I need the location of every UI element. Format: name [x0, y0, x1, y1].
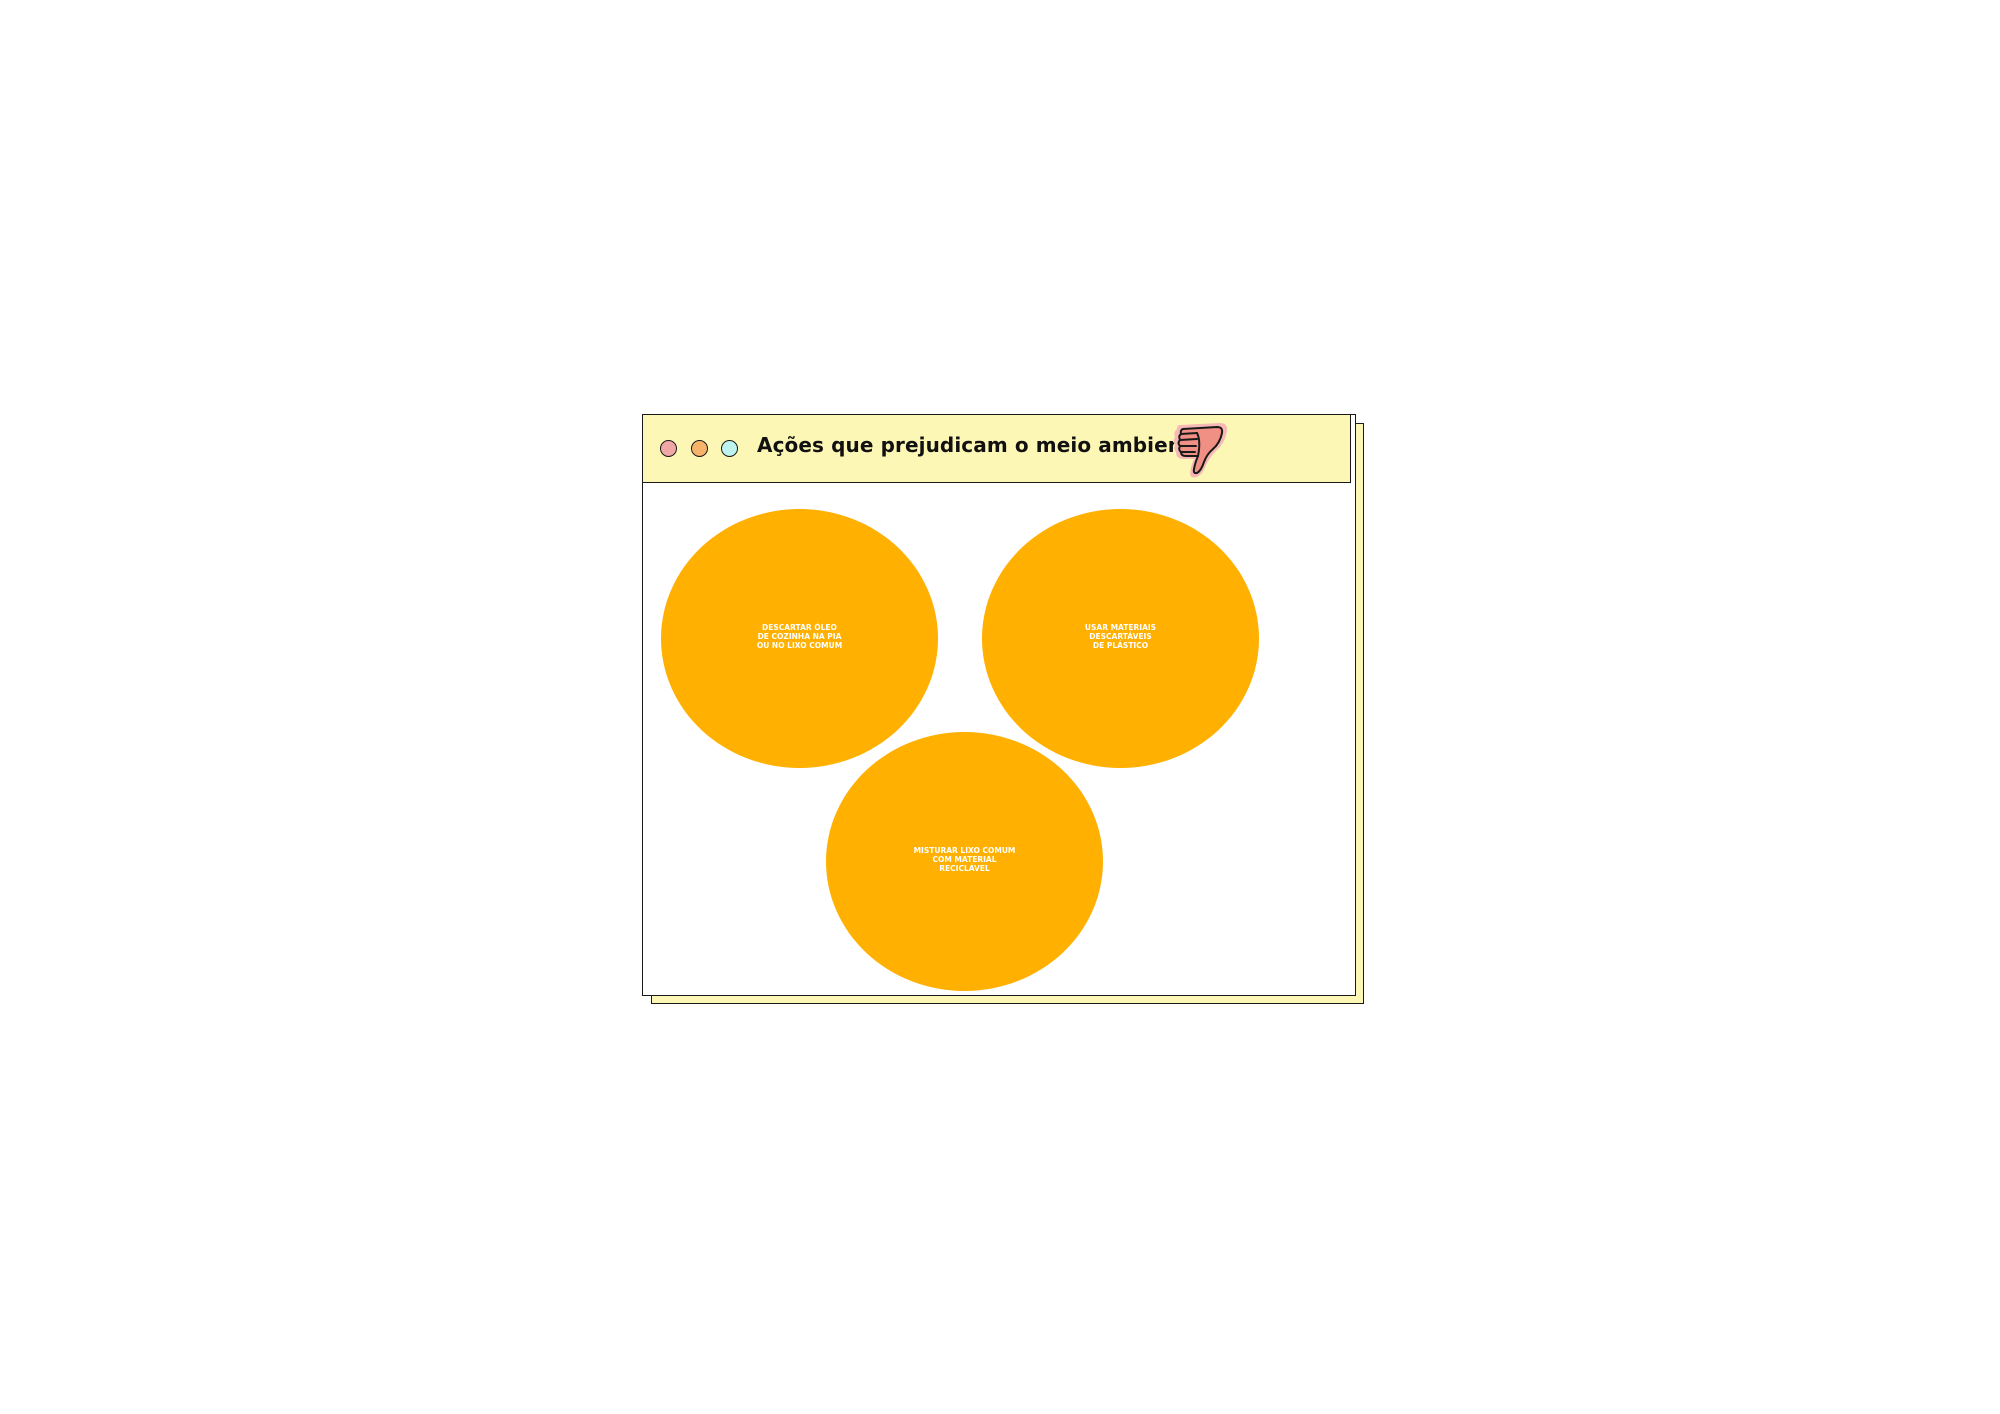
thumbs-down-icon	[1173, 423, 1228, 478]
close-dot[interactable]	[660, 440, 677, 457]
action-bubble-text: MISTURAR LIXO COMUM COM MATERIAL RECICLÁ…	[913, 845, 1016, 873]
maximize-dot[interactable]	[721, 440, 738, 457]
minimize-dot[interactable]	[691, 440, 708, 457]
window-title: Ações que prejudicam o meio ambiente	[757, 433, 1206, 457]
action-bubble-text: USAR MATERIAIS DESCARTÁVEIS DE PLÁSTICO	[1084, 622, 1157, 650]
action-bubble: MISTURAR LIXO COMUM COM MATERIAL RECICLÁ…	[826, 732, 1103, 991]
window: Ações que prejudicam o meio ambiente DES…	[642, 414, 1356, 996]
action-bubble: USAR MATERIAIS DESCARTÁVEIS DE PLÁSTICO	[982, 509, 1259, 768]
title-bar: Ações que prejudicam o meio ambiente	[643, 415, 1351, 483]
action-bubble-text: DESCARTAR ÓLEO DE COZINHA NA PIA OU NO L…	[756, 622, 843, 650]
action-bubble: DESCARTAR ÓLEO DE COZINHA NA PIA OU NO L…	[661, 509, 938, 768]
